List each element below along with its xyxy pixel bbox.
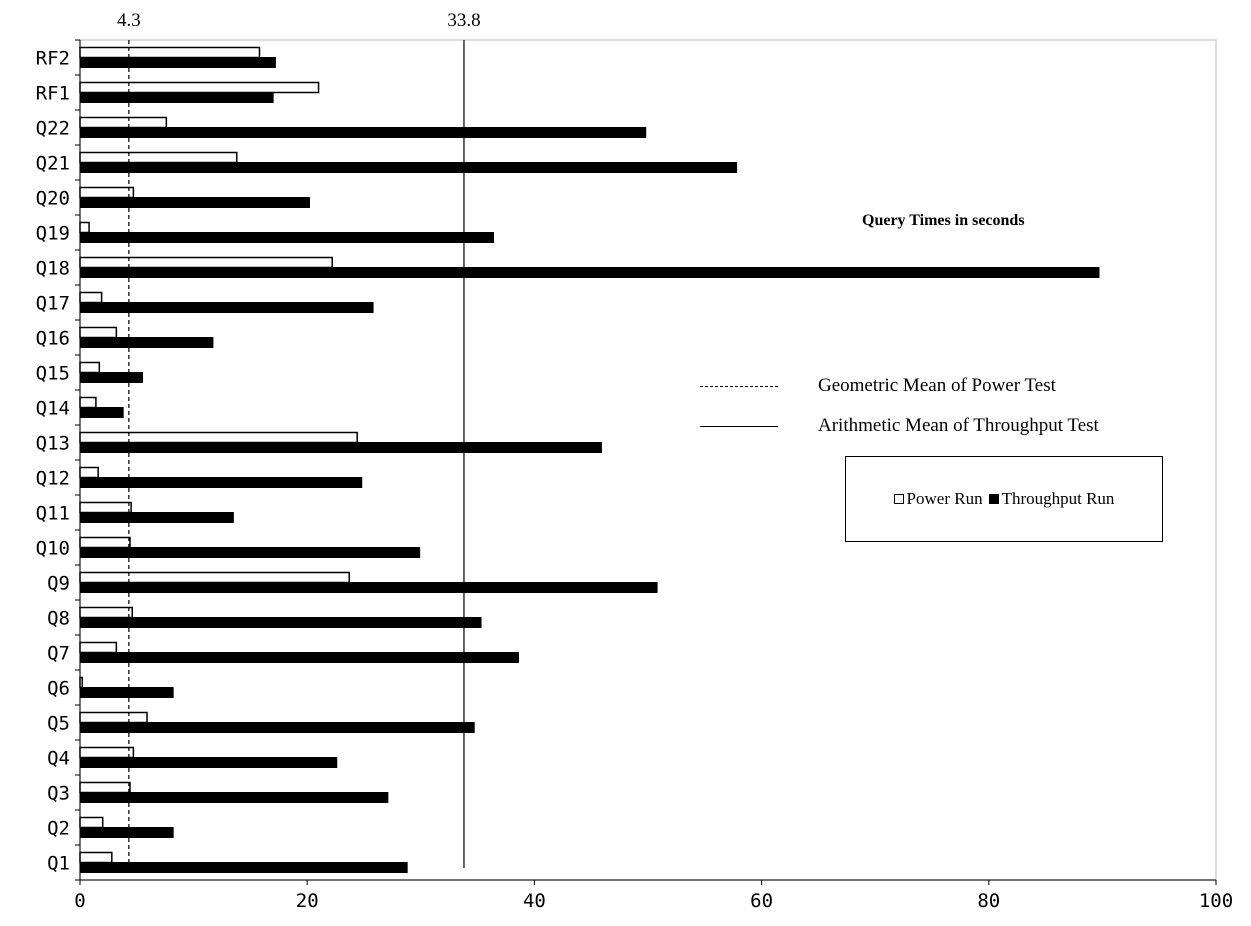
- throughput-run-swatch: [988, 494, 999, 504]
- bar-throughput-run: [79, 442, 602, 453]
- y-tick-label: Q16: [36, 328, 70, 350]
- bar-throughput-run: [79, 792, 389, 803]
- bar-throughput-run: [79, 267, 1100, 278]
- arithmetic-mean-label: 33.8: [447, 10, 480, 31]
- bar-throughput-run: [79, 757, 338, 768]
- bar-power-run: [79, 711, 148, 724]
- y-tick-label: Q5: [47, 713, 70, 735]
- bar-power-run: [79, 186, 135, 199]
- bar-power-run: [79, 361, 101, 374]
- bar-throughput-run: [79, 162, 738, 173]
- bar-power-run: [79, 431, 358, 444]
- legend-row-arithmetic-mean: Arithmetic Mean of Throughput Test: [700, 406, 1099, 446]
- geometric-mean-label: 4.3: [117, 10, 141, 31]
- x-tick-label: 0: [74, 890, 85, 912]
- y-tick-label: RF1: [36, 83, 70, 105]
- x-tick-label: 60: [750, 890, 773, 912]
- y-tick-label: Q19: [36, 223, 70, 245]
- x-tick-label: 100: [1199, 890, 1233, 912]
- bar-power-run: [79, 641, 118, 654]
- y-tick-label: Q22: [36, 118, 70, 140]
- y-tick-label: Q14: [36, 398, 70, 420]
- legend-label-arithmetic-mean: Arithmetic Mean of Throughput Test: [818, 415, 1099, 436]
- bar-throughput-run: [79, 372, 143, 383]
- bar-power-run: [79, 571, 350, 584]
- legend-label-geometric-mean: Geometric Mean of Power Test: [818, 375, 1056, 396]
- bar-throughput-run: [79, 127, 647, 138]
- bar-throughput-run: [79, 197, 310, 208]
- x-tick-label: 40: [523, 890, 546, 912]
- bar-power-run: [79, 81, 320, 94]
- reference-lines-legend: Geometric Mean of Power Test Arithmetic …: [700, 366, 1099, 446]
- y-tick-label: Q2: [47, 818, 70, 840]
- bar-throughput-run: [79, 477, 363, 488]
- bar-throughput-run: [79, 232, 495, 243]
- bar-throughput-run: [79, 827, 174, 838]
- bar-throughput-run: [79, 547, 421, 558]
- y-tick-label: Q20: [36, 188, 70, 210]
- bar-throughput-run: [79, 687, 174, 698]
- bar-throughput-run: [79, 302, 374, 313]
- bar-throughput-run: [79, 862, 408, 873]
- series-legend: Power Run Throughput Run: [845, 456, 1163, 542]
- bar-power-run: [79, 291, 103, 304]
- y-tick-label: Q12: [36, 468, 70, 490]
- legend-label-power-run: Power Run: [906, 489, 983, 508]
- bar-power-run: [79, 851, 113, 864]
- y-tick-label: RF2: [36, 48, 70, 70]
- annotation-title: Query Times in seconds: [862, 212, 1025, 229]
- legend-row-geometric-mean: Geometric Mean of Power Test: [700, 366, 1099, 406]
- y-tick-label: Q4: [47, 748, 70, 770]
- bar-throughput-run: [79, 407, 124, 418]
- y-tick-label: Q15: [36, 363, 70, 385]
- bar-power-run: [79, 536, 131, 549]
- bar-power-run: [79, 466, 99, 479]
- legend-item-power-run: Power Run: [893, 489, 983, 509]
- y-tick-label: Q6: [47, 678, 70, 700]
- y-tick-label: Q1: [47, 853, 70, 875]
- bar-throughput-run: [79, 582, 658, 593]
- y-tick-label: Q8: [47, 608, 70, 630]
- y-tick-label: Q21: [36, 153, 70, 175]
- y-tick-label: Q17: [36, 293, 70, 315]
- y-tick-label: Q13: [36, 433, 70, 455]
- bar-power-run: [79, 326, 118, 339]
- bar-power-run: [79, 501, 132, 514]
- y-tick-label: Q10: [36, 538, 70, 560]
- bar-throughput-run: [79, 722, 475, 733]
- x-tick-label: 80: [977, 890, 1000, 912]
- bar-throughput-run: [79, 512, 234, 523]
- bar-throughput-run: [79, 92, 274, 103]
- y-tick-label: Q3: [47, 783, 70, 805]
- bar-power-run: [79, 116, 168, 129]
- bar-throughput-run: [79, 337, 214, 348]
- bar-throughput-run: [79, 57, 276, 68]
- power-run-swatch: [893, 494, 904, 504]
- bar-power-run: [79, 396, 97, 409]
- y-tick-label: Q11: [36, 503, 70, 525]
- bar-power-run: [79, 816, 104, 829]
- bar-throughput-run: [79, 652, 519, 663]
- x-tick-label: 20: [296, 890, 319, 912]
- bar-power-run: [79, 256, 333, 269]
- bar-power-run: [79, 46, 261, 59]
- bar-throughput-run: [79, 617, 482, 628]
- bar-power-run: [79, 606, 134, 619]
- dashed-line-swatch: [700, 385, 778, 387]
- legend-item-throughput-run: Throughput Run: [988, 489, 1115, 509]
- legend-label-throughput-run: Throughput Run: [1001, 489, 1115, 508]
- bar-power-run: [79, 151, 238, 164]
- y-tick-label: Q9: [47, 573, 70, 595]
- y-tick-label: Q7: [47, 643, 70, 665]
- bar-power-run: [79, 781, 131, 794]
- bar-power-run: [79, 746, 135, 759]
- bar-power-run: [79, 676, 84, 689]
- bar-power-run: [79, 221, 90, 234]
- y-tick-label: Q18: [36, 258, 70, 280]
- solid-line-swatch: [700, 425, 778, 427]
